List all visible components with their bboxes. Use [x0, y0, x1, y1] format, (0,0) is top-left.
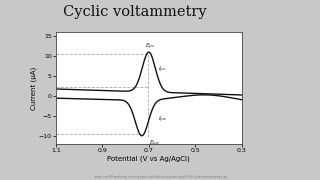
Y-axis label: Current (μA): Current (μA) — [31, 67, 37, 110]
Text: $I_{pa}$: $I_{pa}$ — [158, 115, 167, 125]
Text: Image from Wikipedia.org, licensing details available at wikipedia.org/wiki/File: Image from Wikipedia.org, licensing deta… — [93, 175, 227, 179]
Text: Cyclic voltammetry: Cyclic voltammetry — [63, 5, 206, 19]
Text: $E_{pa}$: $E_{pa}$ — [149, 139, 160, 149]
Text: $I_{pc}$: $I_{pc}$ — [158, 65, 167, 75]
X-axis label: Potential (V vs Ag/AgCl): Potential (V vs Ag/AgCl) — [108, 156, 190, 162]
Text: $E_{pc}$: $E_{pc}$ — [145, 41, 156, 51]
